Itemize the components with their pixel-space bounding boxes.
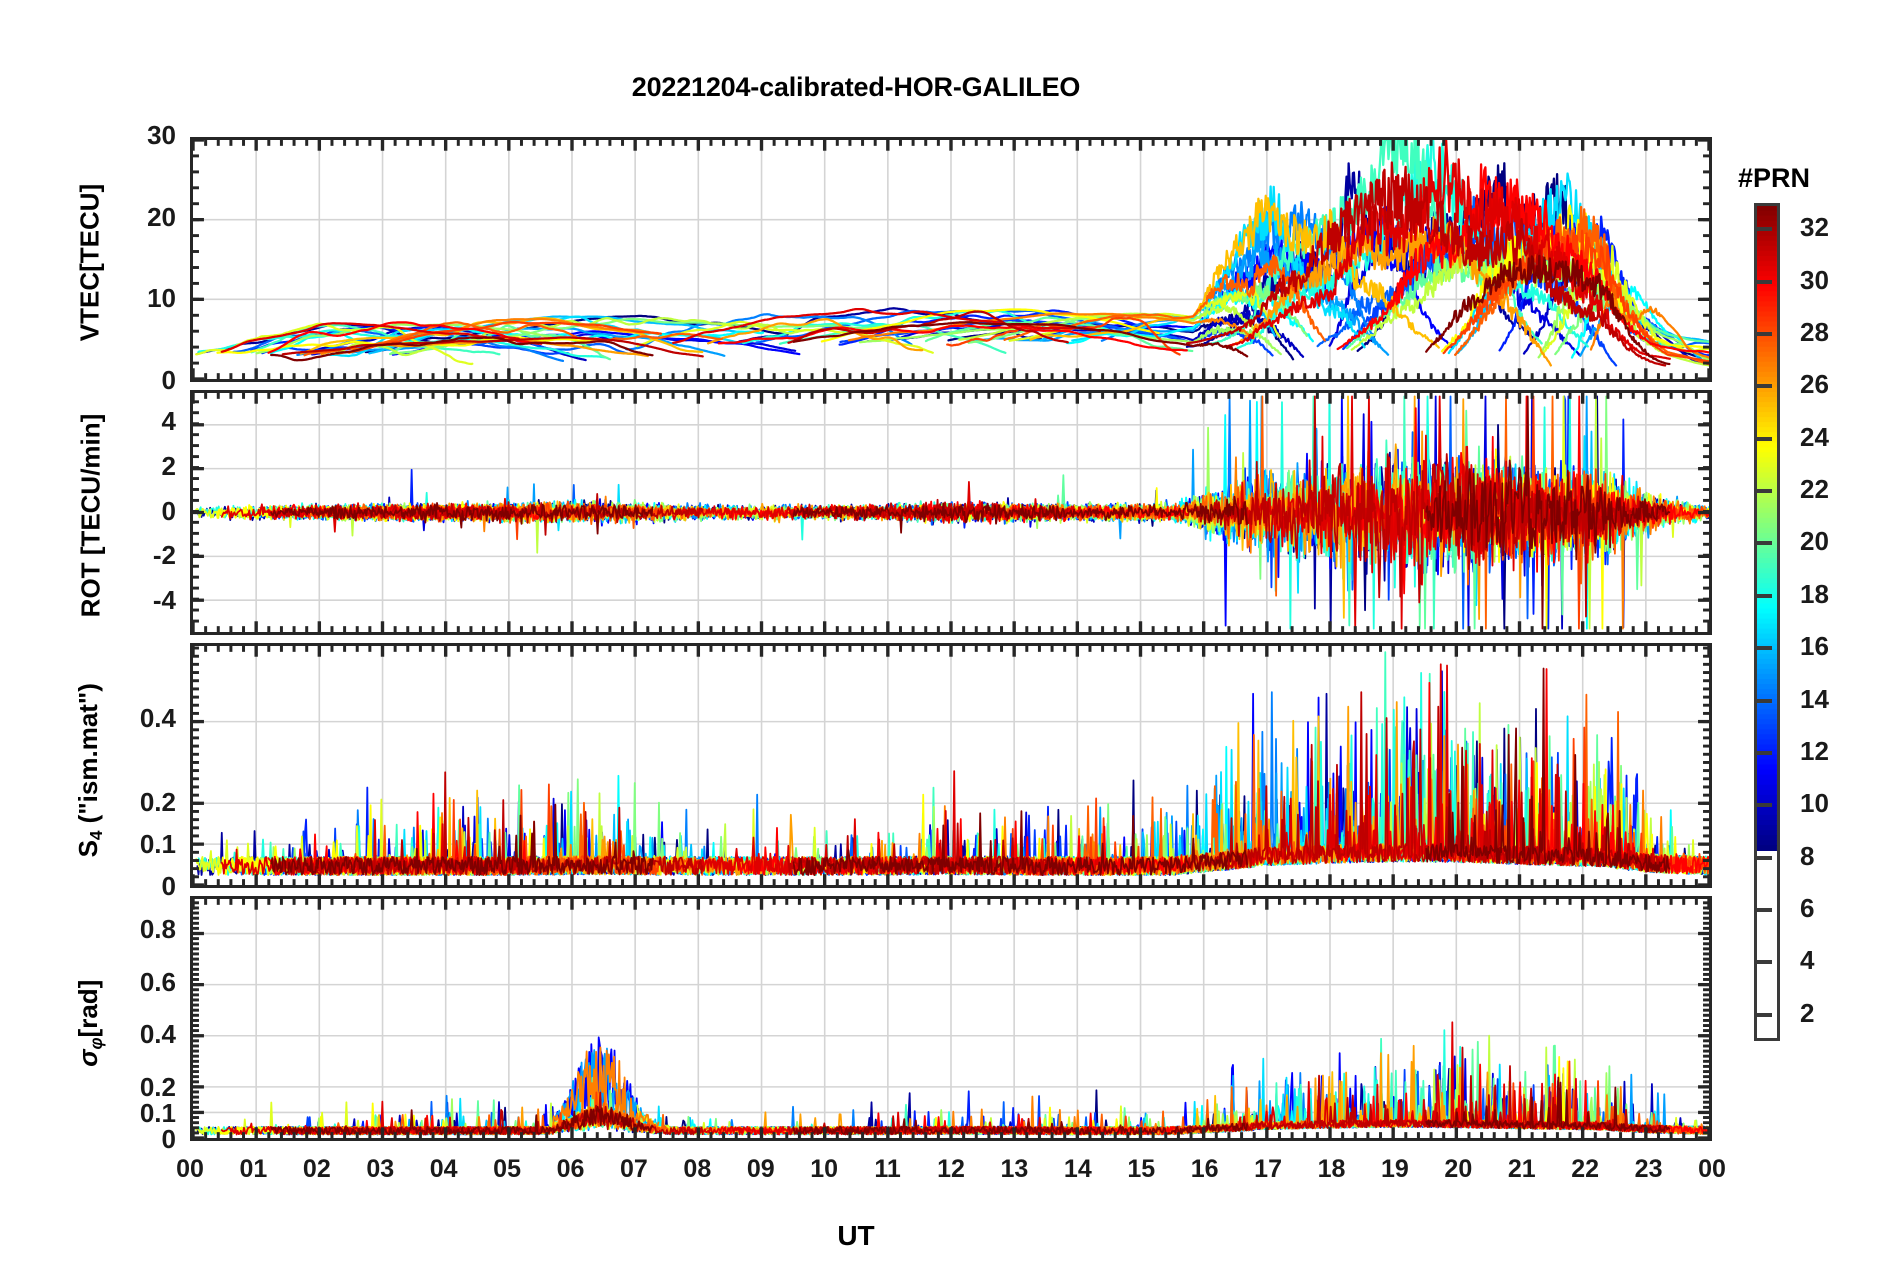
ytick-label: 30: [147, 120, 176, 150]
xtick-label: 03: [366, 1155, 395, 1183]
ytick-label: 0.1: [139, 829, 176, 860]
xtick-label: 13: [1000, 1155, 1029, 1183]
ytick-label: -4: [152, 585, 176, 616]
colorbar-tickmark: [1756, 855, 1772, 860]
colorbar-tick-label: 32: [1800, 212, 1829, 243]
xtick-label: 08: [683, 1155, 712, 1183]
colorbar-tick-label: 26: [1800, 369, 1829, 400]
colorbar-tickmark: [1756, 646, 1772, 651]
ytick-label: 0.6: [139, 966, 176, 997]
xtick-label: 04: [429, 1155, 458, 1183]
xtick-label: 05: [493, 1155, 521, 1183]
xtick-label: 10: [810, 1155, 839, 1183]
ytick-label: 2: [161, 450, 176, 481]
colorbar-tick-label: 14: [1800, 683, 1829, 714]
xtick-label: 00: [1698, 1155, 1726, 1183]
xtick-label: 22: [1571, 1155, 1600, 1183]
panel-vtec: [190, 137, 1712, 382]
colorbar-tick-label: 20: [1800, 526, 1829, 557]
colorbar-tickmark: [1756, 279, 1772, 284]
colorbar-tick-label: 6: [1800, 893, 1815, 924]
colorbar-tickmark: [1756, 384, 1772, 389]
xtick-label: 09: [746, 1155, 775, 1183]
colorbar-tick-label: 24: [1800, 421, 1829, 452]
xtick-label: 07: [620, 1155, 648, 1183]
ytick-label: 0.8: [139, 914, 176, 945]
colorbar-tickmark: [1756, 436, 1772, 441]
ytick-label: -2: [152, 540, 176, 571]
ytick-label: 10: [147, 283, 176, 314]
panel-sigma-phi: [190, 896, 1712, 1141]
colorbar-tick-label: 22: [1800, 474, 1829, 505]
colorbar-tick-label: 2: [1800, 997, 1815, 1028]
colorbar-tickmark: [1756, 750, 1772, 755]
ylabel-vtec: VTEC[TECU]: [75, 133, 106, 393]
xtick-label: 06: [556, 1155, 585, 1183]
ytick-label: 0.4: [139, 1019, 176, 1050]
colorbar-tick-label: 16: [1800, 631, 1829, 662]
xtick-label: 02: [302, 1155, 331, 1183]
colorbar-tickmark: [1756, 331, 1772, 336]
colorbar-tick-label: 30: [1800, 264, 1829, 295]
ytick-label: 0: [161, 1124, 176, 1154]
xtick-label: 19: [1381, 1155, 1409, 1183]
xtick-label: 16: [1190, 1155, 1219, 1183]
colorbar-tickmark: [1756, 908, 1772, 913]
colorbar-tick-label: 4: [1800, 945, 1815, 976]
panel-s4: [190, 643, 1712, 888]
colorbar-tickmark: [1756, 593, 1772, 598]
colorbar-tickmark: [1756, 1012, 1772, 1017]
colorbar-tick-label: 8: [1800, 840, 1815, 871]
ytick-label: 0.1: [139, 1097, 176, 1128]
colorbar-tickmark: [1756, 489, 1772, 494]
xtick-label: 00: [176, 1155, 204, 1183]
xtick-label: 15: [1127, 1155, 1156, 1183]
colorbar-tickmark: [1756, 227, 1772, 232]
panel-rot: [190, 390, 1712, 635]
xtick-label: 14: [1063, 1155, 1092, 1183]
colorbar-title: #PRN: [1738, 163, 1811, 193]
ytick-label: 0.2: [139, 1071, 176, 1102]
xtick-label: 12: [937, 1155, 965, 1183]
colorbar-tick-label: 12: [1800, 735, 1829, 766]
ytick-label: 0: [161, 871, 176, 901]
ylabel-sigma-symbol: σ: [72, 1049, 103, 1067]
colorbar-tick-label: 10: [1800, 788, 1829, 819]
ytick-label: 0: [161, 365, 176, 395]
colorbar[interactable]: [1754, 203, 1780, 1041]
colorbar-tick-label: 28: [1800, 316, 1829, 347]
ytick-label: 0: [161, 495, 176, 526]
colorbar-tickmark: [1756, 541, 1772, 546]
figure-title: 20221204-calibrated-HOR-GALILEO: [631, 72, 1081, 102]
xtick-label: 11: [874, 1155, 901, 1183]
colorbar-tickmark: [1756, 698, 1772, 703]
xtick-label: 17: [1254, 1155, 1282, 1183]
colorbar-tickmark: [1756, 803, 1772, 808]
xtick-label: 01: [239, 1155, 268, 1183]
xtick-label: 20: [1444, 1155, 1473, 1183]
ytick-label: 20: [147, 201, 176, 232]
xtick-label: 21: [1507, 1155, 1536, 1183]
xtick-label: 23: [1634, 1155, 1663, 1183]
ytick-label: 0.4: [139, 703, 176, 734]
colorbar-tickmark: [1756, 960, 1772, 965]
xlabel: UT: [837, 1220, 875, 1251]
ytick-label: 4: [161, 405, 176, 436]
colorbar-tick-label: 18: [1800, 578, 1829, 609]
xtick-label: 18: [1317, 1155, 1346, 1183]
ytick-label: 0.2: [139, 787, 176, 818]
